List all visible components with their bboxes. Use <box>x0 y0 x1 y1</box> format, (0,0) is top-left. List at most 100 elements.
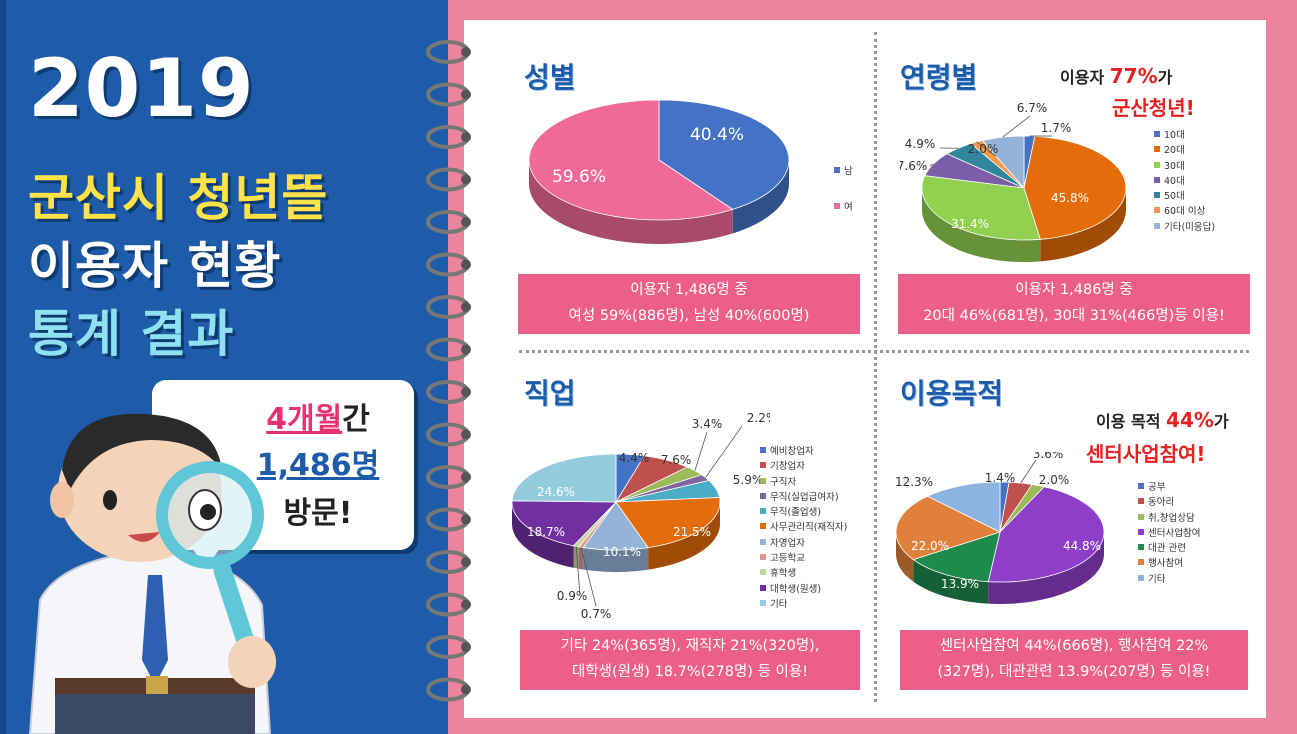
purpose-legend-item: 동아리 <box>1138 495 1200 510</box>
left-panel: 2019 군산시 청년뜰 이용자 현황 통계 결과 4개월간 1,486명 방문… <box>0 0 448 734</box>
age-leader-line <box>976 141 997 157</box>
job-pie-top <box>511 453 721 551</box>
job-slice-side <box>512 502 574 568</box>
age-legend-swatch <box>1154 192 1160 199</box>
purpose-leader-line <box>1020 459 1037 484</box>
horizontal-divider <box>519 350 1249 353</box>
gender-slice-0 <box>658 99 790 210</box>
job-data-label: 4.4% <box>619 451 650 465</box>
job-pie-chart: 4.4% 7.6% 3.4% 2.2% 5.9% 21.5% 10.1% 0.7% 0.9% 18… <box>511 411 770 621</box>
purpose-legend-label: 취,창업상담 <box>1148 512 1195 524</box>
gender-slice-1 <box>528 99 734 221</box>
age-legend-label: 50대 <box>1164 191 1185 203</box>
purpose-legend-item: 공부 <box>1138 480 1200 495</box>
job-legend-item: 사무관리직(재직자) <box>760 520 847 535</box>
spiral-hole <box>461 217 471 227</box>
bubble-period: 4개월간 <box>152 394 414 438</box>
gender-slice-side <box>732 160 789 234</box>
job-legend-item: 기타 <box>760 597 847 612</box>
job-data-label: 7.6% <box>661 453 692 467</box>
age-data-label: 1.7% <box>1041 121 1072 135</box>
job-data-label: 0.7% <box>581 607 612 621</box>
job-summary-line2: 대학생(원생) 18.7%(278명) 등 이용! <box>571 664 809 680</box>
gender-data-label: 40.4% <box>690 125 744 145</box>
job-legend-swatch <box>760 508 766 515</box>
age-legend-label: 60대 이상 <box>1164 206 1206 218</box>
age-data-label: 31.4% <box>951 217 989 231</box>
job-data-label: 5.9% <box>733 473 764 487</box>
title-line-2: 군산시 청년뜰 <box>28 169 329 227</box>
gender-slice-side <box>529 160 733 245</box>
age-legend-item: 60대 이상 <box>1154 204 1215 219</box>
purpose-slice-side <box>988 532 1104 604</box>
age-legend: 10대 20대 30대 40대 50대 60대 이상 기타(미응답) <box>1154 128 1215 235</box>
purpose-data-label: 3.6% <box>1033 452 1064 461</box>
purpose-pie-sides <box>896 532 1104 604</box>
character-hand <box>228 636 276 688</box>
age-summary-box: 이용자 1,486명 중 20대 46%(681명), 30대 31%(466명… <box>898 274 1250 334</box>
job-legend-item: 예비창업자 <box>760 444 847 459</box>
age-slice-1 <box>1023 135 1127 240</box>
spiral-hole <box>461 132 471 142</box>
age-slice-6 <box>981 135 1025 190</box>
spiral-hole <box>461 557 471 567</box>
purpose-legend-label: 센터사업참여 <box>1148 527 1201 539</box>
notebook-spiral <box>426 40 471 702</box>
title-line-3: 이용자 현황 <box>28 237 282 295</box>
gender-pie-sides <box>529 160 789 245</box>
character-buckle <box>146 676 168 696</box>
purpose-slice-5 <box>895 495 1002 561</box>
spiral-hole <box>461 259 471 270</box>
job-data-label: 18.7% <box>527 525 565 539</box>
job-legend-item: 고등학교 <box>760 551 847 566</box>
job-legend-label: 예비창업자 <box>770 446 814 457</box>
gender-data-label: 59.6% <box>552 167 606 187</box>
purpose-highlight-line2: 센터사업참여! <box>1086 442 1206 466</box>
age-legend-swatch <box>1154 161 1160 168</box>
gender-title: 성별 <box>524 61 576 94</box>
job-legend-item: 무직(졸업생) <box>760 505 847 520</box>
vertical-divider <box>874 32 877 702</box>
purpose-slice-3 <box>987 486 1105 583</box>
purpose-legend-item: 기타 <box>1138 572 1200 587</box>
job-legend-item: 대학생(원생) <box>760 582 847 597</box>
age-highlight-prefix: 이용자 <box>1060 68 1110 87</box>
purpose-highlight-line1: 이용 목적 44%가 <box>1096 408 1229 432</box>
job-legend-swatch <box>760 523 766 530</box>
gender-pie-labels: 40.4% 59.6% <box>552 125 744 187</box>
age-highlight-line1: 이용자 77%가 <box>1060 64 1172 88</box>
age-legend-swatch <box>1154 131 1160 137</box>
bubble-period-suffix: 간 <box>342 402 370 437</box>
purpose-highlight-suffix: 가 <box>1213 412 1229 431</box>
bubble-period-highlight: 4개월 <box>266 402 343 437</box>
age-slice-side <box>922 188 1041 262</box>
gender-legend-swatch <box>834 203 840 209</box>
job-title: 직업 <box>524 377 576 410</box>
job-data-label: 24.6% <box>537 485 575 499</box>
job-legend-swatch <box>760 538 766 545</box>
job-legend-swatch <box>760 447 766 453</box>
purpose-legend-item: 행사참여 <box>1138 556 1200 571</box>
gender-summary-box: 이용자 1,486명 중 여성 59%(886명), 남성 40%(600명) <box>518 274 860 334</box>
age-summary-line1: 이용자 1,486명 중 <box>1015 282 1133 298</box>
job-summary-box: 기타 24%(365명), 재직자 21%(320명), 대학생(원생) 18.… <box>520 630 860 690</box>
gender-summary-line1: 이용자 1,486명 중 <box>630 282 748 298</box>
purpose-summary-box: 센터사업참여 44%(666명), 행사참여 22% (327명), 대관관련 … <box>900 630 1248 690</box>
age-legend-label: 기타(미응답) <box>1164 221 1216 233</box>
age-slice-2 <box>921 175 1041 241</box>
age-data-label: 4.9% <box>905 137 936 151</box>
job-legend-swatch <box>760 462 766 469</box>
gender-summary-line2: 여성 59%(886명), 남성 40%(600명) <box>568 308 810 324</box>
magnifier-pupil <box>200 504 216 520</box>
age-leader-line <box>1002 115 1031 138</box>
spiral-hole <box>461 302 471 312</box>
job-data-label: 2.2% <box>747 411 770 425</box>
age-legend-swatch <box>1154 146 1160 153</box>
age-legend-item: 40대 <box>1154 174 1215 189</box>
age-legend-swatch <box>1154 176 1160 183</box>
age-pie-chart: 1.7% 45.8% 31.4% 7.6% 4.9% 2.0% 6.7% <box>900 101 1127 262</box>
purpose-legend-item: 센터사업참여 <box>1138 526 1200 541</box>
job-legend-label: 대학생(원생) <box>770 583 822 595</box>
job-legend-label: 무직(실업급여자) <box>770 491 839 503</box>
job-legend-label: 기창업자 <box>770 461 805 473</box>
